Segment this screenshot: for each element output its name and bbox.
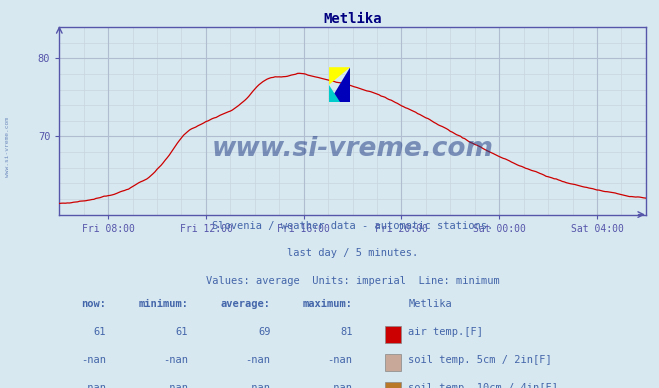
- Text: Values: average  Units: imperial  Line: minimum: Values: average Units: imperial Line: mi…: [206, 275, 500, 286]
- Text: air temp.[F]: air temp.[F]: [409, 327, 483, 337]
- Bar: [385, 381, 401, 388]
- Text: 61: 61: [94, 327, 106, 337]
- Bar: [385, 326, 401, 343]
- Text: soil temp. 5cm / 2in[F]: soil temp. 5cm / 2in[F]: [409, 355, 552, 365]
- Text: -nan: -nan: [245, 383, 270, 388]
- Text: -nan: -nan: [81, 355, 106, 365]
- Text: 81: 81: [340, 327, 353, 337]
- Text: 69: 69: [258, 327, 270, 337]
- Text: www.si-vreme.com: www.si-vreme.com: [212, 136, 494, 162]
- Text: 61: 61: [176, 327, 188, 337]
- Text: Metlika: Metlika: [409, 300, 452, 309]
- Text: average:: average:: [221, 300, 270, 309]
- Text: Slovenia / weather data - automatic stations.: Slovenia / weather data - automatic stat…: [212, 221, 493, 231]
- Text: www.si-vreme.com: www.si-vreme.com: [5, 118, 11, 177]
- Text: soil temp. 10cm / 4in[F]: soil temp. 10cm / 4in[F]: [409, 383, 558, 388]
- Polygon shape: [329, 85, 339, 102]
- Text: -nan: -nan: [245, 355, 270, 365]
- Title: Metlika: Metlika: [324, 12, 382, 26]
- Text: now:: now:: [81, 300, 106, 309]
- Text: -nan: -nan: [328, 383, 353, 388]
- Polygon shape: [329, 67, 350, 102]
- Text: maximum:: maximum:: [302, 300, 353, 309]
- Text: minimum:: minimum:: [138, 300, 188, 309]
- Text: -nan: -nan: [328, 355, 353, 365]
- Text: -nan: -nan: [81, 383, 106, 388]
- Text: last day / 5 minutes.: last day / 5 minutes.: [287, 248, 418, 258]
- Text: -nan: -nan: [163, 383, 188, 388]
- Bar: [385, 353, 401, 371]
- Text: -nan: -nan: [163, 355, 188, 365]
- Polygon shape: [329, 67, 350, 85]
